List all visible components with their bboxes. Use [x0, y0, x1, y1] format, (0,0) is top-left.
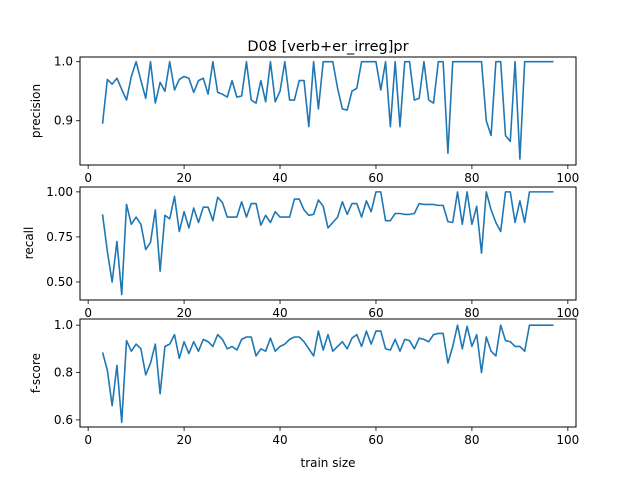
fscore-y-ticks: 0.6 0.8 1.0 [54, 318, 80, 427]
fscore-y-axis-label: f-score [29, 353, 43, 393]
fscore-y-tick-label: 0.8 [54, 366, 73, 380]
x-axis-label: train size [300, 456, 355, 470]
fscore-y-tick-label: 1.0 [54, 318, 73, 332]
recall-axes-frame [79, 186, 577, 301]
precision-x-tick-label: 0 [84, 171, 92, 185]
chart-title: D08 [verb+er_irreg]pr [247, 39, 408, 55]
fscore-axes-frame [79, 318, 577, 428]
precision-subplot: 0 20 40 60 80 100 0.9 1.0 precision [29, 55, 579, 185]
precision-axes-frame [79, 56, 577, 166]
recall-y-tick-label: 0.75 [46, 230, 73, 244]
recall-x-tick-label: 20 [176, 306, 191, 320]
fscore-x-tick-label: 60 [368, 433, 383, 447]
recall-x-tick-label: 60 [368, 306, 383, 320]
recall-x-ticks: 0 20 40 60 80 100 [84, 300, 579, 320]
fscore-x-tick-label: 80 [464, 433, 479, 447]
recall-x-tick-label: 0 [84, 306, 92, 320]
recall-x-tick-label: 80 [464, 306, 479, 320]
precision-y-axis-label: precision [29, 84, 43, 138]
fscore-series [101, 324, 554, 424]
precision-x-tick-label: 100 [556, 171, 579, 185]
precision-line-0 [101, 60, 554, 160]
precision-y-tick-label: 0.9 [54, 114, 73, 128]
precision-x-tick-label: 80 [464, 171, 479, 185]
precision-x-tick-label: 20 [176, 171, 191, 185]
fscore-y-tick-label: 0.6 [54, 413, 73, 427]
precision-x-tick-label: 40 [272, 171, 287, 185]
fscore-x-tick-label: 100 [556, 433, 579, 447]
recall-series [101, 191, 554, 296]
recall-y-tick-label: 0.50 [46, 275, 73, 289]
recall-x-tick-label: 100 [556, 306, 579, 320]
precision-x-tick-label: 60 [368, 171, 383, 185]
precision-y-tick-label: 1.0 [54, 55, 73, 69]
recall-y-tick-label: 1.00 [46, 185, 73, 199]
precision-y-ticks: 0.9 1.0 [54, 55, 80, 128]
recall-x-tick-label: 40 [272, 306, 287, 320]
fscore-x-tick-label: 40 [272, 433, 287, 447]
recall-line-0 [101, 191, 554, 296]
fscore-x-ticks: 0 20 40 60 80 100 [84, 427, 579, 447]
precision-x-ticks: 0 20 40 60 80 100 [84, 165, 579, 185]
fscore-x-tick-label: 0 [84, 433, 92, 447]
fscore-x-tick-label: 20 [176, 433, 191, 447]
precision-series [101, 60, 554, 160]
recall-y-axis-label: recall [22, 227, 36, 260]
recall-subplot: 0 20 40 60 80 100 0.50 0.75 1.00 recall [22, 185, 579, 320]
recall-y-ticks: 0.50 0.75 1.00 [46, 185, 80, 289]
fscore-subplot: 0 20 40 60 80 100 0.6 0.8 1.0 f-score [29, 318, 579, 447]
fscore-line-0 [101, 324, 554, 424]
